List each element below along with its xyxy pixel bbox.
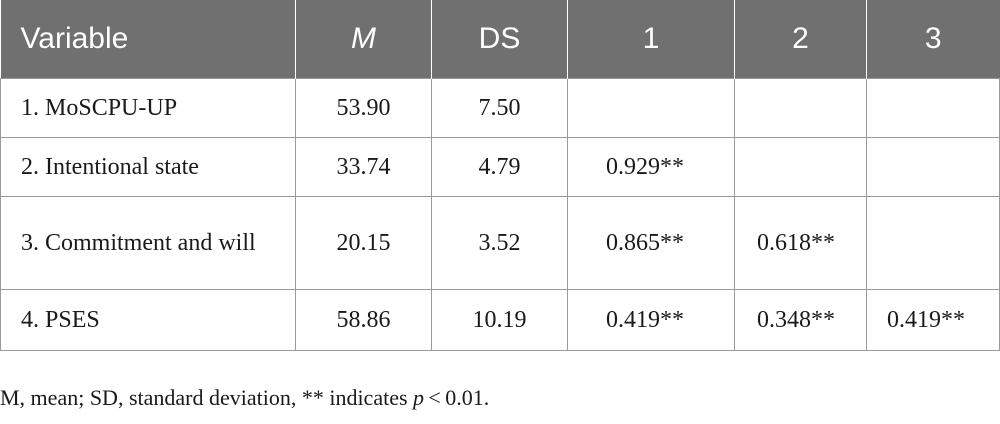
cell-corr-2: 0.348**: [734, 289, 867, 351]
header-col-1: 1: [567, 0, 735, 79]
cell-corr-2: 0.618**: [734, 196, 867, 290]
table-row: 2. Intentional state 33.74 4.79 0.929**: [0, 137, 1000, 197]
cell-mean: 20.15: [295, 196, 432, 290]
cell-ds: 3.52: [431, 196, 568, 290]
table-row: 4. PSES 58.86 10.19 0.419** 0.348** 0.41…: [0, 289, 1000, 351]
cell-corr-1: 0.419**: [567, 289, 735, 351]
cell-mean: 58.86: [295, 289, 432, 351]
table-footnote: M, mean; SD, standard deviation, ** indi…: [0, 385, 489, 411]
cell-ds: 4.79: [431, 137, 568, 197]
cell-variable: 4. PSES: [0, 289, 296, 351]
header-ds: DS: [431, 0, 568, 79]
cell-corr-1: 0.929**: [567, 137, 735, 197]
table-header-row: Variable M DS 1 2 3: [0, 0, 1000, 79]
cell-variable: 3. Commitment and will: [0, 196, 296, 290]
header-col-2: 2: [734, 0, 867, 79]
cell-corr-3: [866, 78, 1000, 138]
footnote-text-before: M, mean; SD, standard deviation, ** indi…: [0, 385, 414, 410]
cell-corr-3: 0.419**: [866, 289, 1000, 351]
cell-variable: 2. Intentional state: [0, 137, 296, 197]
correlation-table-container: Variable M DS 1 2 3 1. MoSCPU-UP 53.90 7…: [0, 0, 1000, 351]
cell-mean: 53.90: [295, 78, 432, 138]
cell-ds: 7.50: [431, 78, 568, 138]
cell-corr-1: 0.865**: [567, 196, 735, 290]
cell-corr-2: [734, 137, 867, 197]
cell-corr-3: [866, 196, 1000, 290]
cell-corr-2: [734, 78, 867, 138]
cell-corr-1: [567, 78, 735, 138]
correlation-table: Variable M DS 1 2 3 1. MoSCPU-UP 53.90 7…: [0, 0, 1000, 351]
footnote-p-symbol: p: [413, 385, 425, 410]
cell-variable: 1. MoSCPU-UP: [0, 78, 296, 138]
cell-ds: 10.19: [431, 289, 568, 351]
footnote-text-after: < 0.01.: [424, 385, 490, 410]
table-row: 1. MoSCPU-UP 53.90 7.50: [0, 78, 1000, 138]
cell-mean: 33.74: [295, 137, 432, 197]
header-col-3: 3: [866, 0, 1000, 79]
table-row: 3. Commitment and will 20.15 3.52 0.865*…: [0, 196, 1000, 290]
header-mean: M: [295, 0, 432, 79]
header-variable: Variable: [0, 0, 296, 79]
cell-corr-3: [866, 137, 1000, 197]
